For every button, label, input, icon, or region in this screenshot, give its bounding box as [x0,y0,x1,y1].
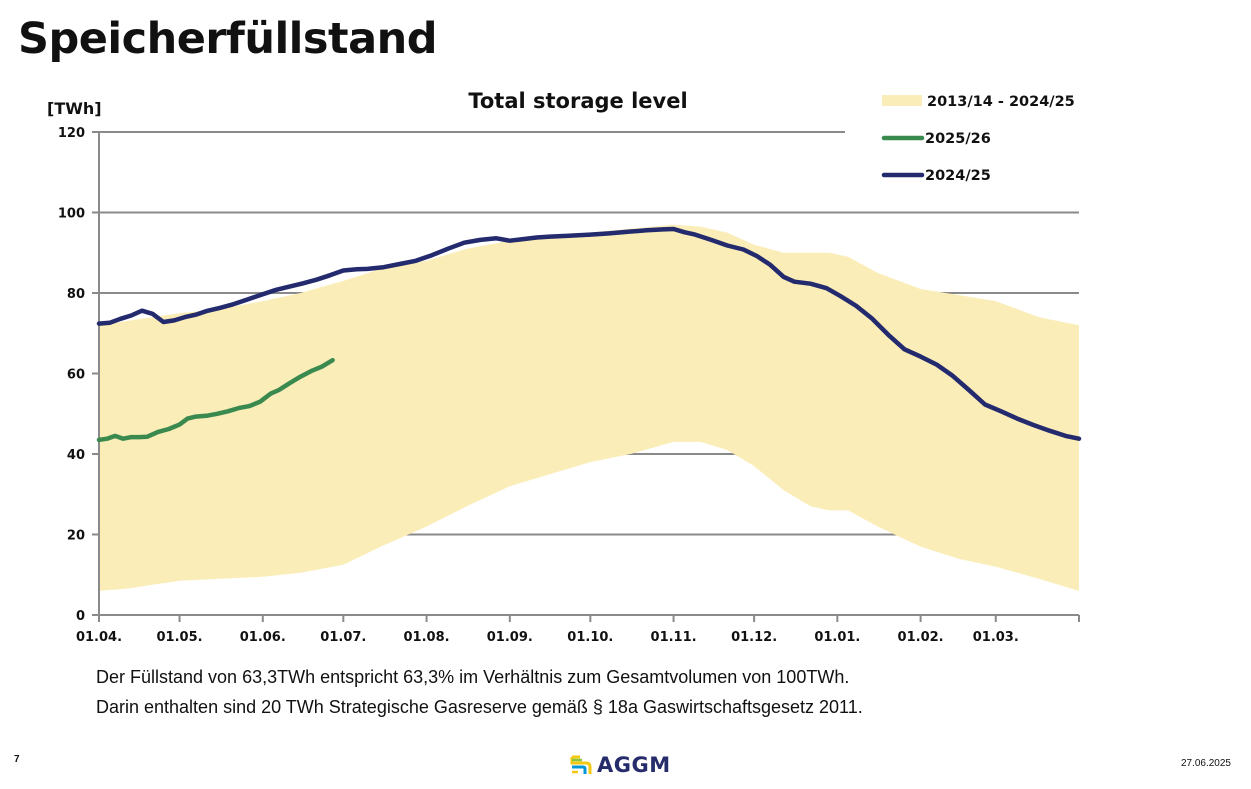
aggm-logo: AGGM [570,753,671,777]
x-tick-label-0: 01.04. [76,630,122,645]
y-tick-label-0: 0 [76,609,85,624]
x-tick-label-6: 01.10. [567,630,613,645]
y-tick-label-60: 60 [67,368,85,383]
y-tick-label-80: 80 [67,287,85,302]
note-fill-level: Der Füllstand von 63,3TWh entspricht 63,… [96,667,850,687]
legend-label-2024-25: 2024/25 [925,168,991,184]
y-tick-label-120: 120 [58,126,85,141]
series-line-2025-26 [96,357,335,443]
series-line-2024-25 [96,226,1082,441]
storage-level-chart: Total storage level [TWh] 2013/14 - 2024… [47,89,1082,645]
chart-title: Total storage level [468,89,687,113]
y-axis-unit-label: [TWh] [47,99,102,118]
x-tick-label-5: 01.09. [487,630,533,645]
x-tick-label-10: 01.02. [898,630,944,645]
x-tick-label-4: 01.08. [404,630,450,645]
legend-label-2025-26: 2025/26 [925,131,991,147]
y-tick-label-20: 20 [67,529,85,544]
x-tick-label-11: 01.03. [973,630,1019,645]
x-tick-labels: 01.04. 01.05. 01.06. 01.07. 01.08. 01.09. 01.1… [76,630,1019,645]
x-tick-label-7: 01.11. [651,630,697,645]
legend-label-band: 2013/14 - 2024/25 [927,94,1075,110]
axes [92,131,1080,622]
x-tick-label-9: 01.01. [814,630,860,645]
y-tick-labels: 0 20 40 60 80 100 120 [58,126,85,624]
legend-swatch-band [882,95,922,106]
y-tick-label-100: 100 [58,207,85,222]
note-strategic-reserve: Darin enthalten sind 20 TWh Strategische… [96,697,863,717]
series-lines [96,226,1082,443]
band-area [99,224,1079,591]
aggm-logo-icon [570,755,592,774]
y-tick-label-40: 40 [67,448,85,463]
page-number: 7 [14,754,20,765]
page-title: Speicherfüllstand [18,14,437,64]
historical-range-band [99,224,1079,591]
x-tick-label-3: 01.07. [320,630,366,645]
logo-text: AGGM [597,753,671,777]
x-tick-label-1: 01.05. [157,630,203,645]
legend: 2013/14 - 2024/25 2025/26 2024/25 [881,94,1075,184]
x-tick-label-2: 01.06. [240,630,286,645]
x-tick-label-8: 01.12. [731,630,777,645]
footer-date: 27.06.2025 [1180,758,1231,769]
